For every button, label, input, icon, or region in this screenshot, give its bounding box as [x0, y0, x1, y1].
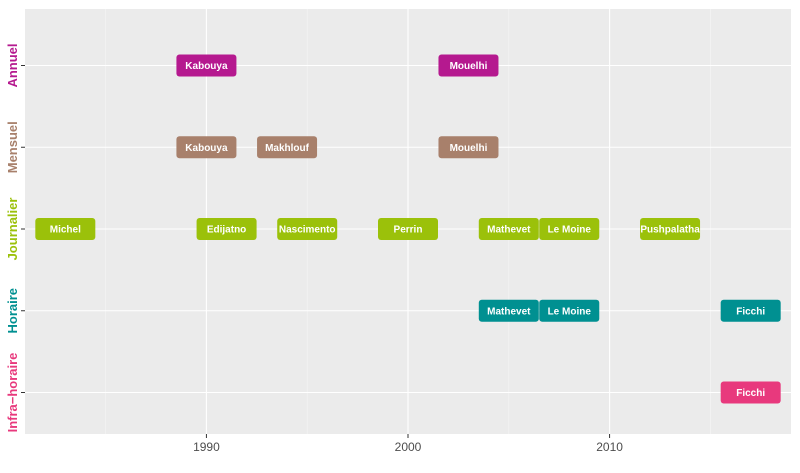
point-label-box: [378, 218, 438, 240]
point-label-text: Ficchi: [736, 306, 765, 317]
point-label: Nascimento: [277, 218, 338, 240]
point-label: Le Moine: [539, 218, 600, 240]
point-label-text: Pushpalatha: [640, 225, 700, 236]
point-label-text: Perrin: [394, 225, 423, 236]
point-label-text: Ficchi: [736, 388, 765, 399]
point-label-box: [539, 299, 600, 322]
point-label-box: [720, 381, 781, 404]
point-label: Ficchi: [720, 299, 781, 322]
point-label: Mouelhi: [438, 54, 499, 77]
point-label: Mathevet: [478, 218, 539, 240]
point-label-box: [438, 136, 499, 159]
point-label-box: [438, 54, 499, 77]
x-tick-label: 2010: [596, 440, 623, 454]
point-label-text: Mathevet: [487, 225, 531, 236]
point-label-text: Kabouya: [185, 143, 228, 154]
point-label: Mathevet: [478, 299, 539, 322]
point-label-box: [640, 218, 701, 240]
point-label-text: Nascimento: [279, 225, 336, 236]
point-label-text: Edijatno: [207, 225, 246, 236]
point-label-box: [196, 218, 257, 240]
point-label-box: [176, 136, 237, 159]
y-tick-label: Infra−horaire: [5, 353, 20, 433]
point-label: Kabouya: [176, 136, 237, 159]
point-label: Mouelhi: [438, 136, 499, 159]
y-tick-label: Mensuel: [5, 121, 20, 173]
point-label-box: [257, 136, 318, 159]
y-tick-label: Horaire: [5, 288, 20, 334]
point-label: Kabouya: [176, 54, 237, 77]
point-label-text: Le Moine: [548, 306, 592, 317]
point-label: Ficchi: [720, 381, 781, 404]
point-label-text: Kabouya: [185, 61, 228, 72]
point-label-box: [176, 54, 237, 77]
point-label-text: Mouelhi: [450, 61, 488, 72]
point-label-box: [35, 218, 96, 240]
point-label-text: Michel: [50, 225, 81, 236]
point-label: Michel: [35, 218, 96, 240]
point-label-text: Makhlouf: [265, 143, 310, 154]
point-label-text: Mathevet: [487, 306, 531, 317]
x-tick-label: 1990: [193, 440, 220, 454]
point-label-box: [277, 218, 338, 240]
point-label: Makhlouf: [257, 136, 318, 159]
point-label: Le Moine: [539, 299, 600, 322]
point-label: Edijatno: [196, 218, 257, 240]
point-label-box: [478, 218, 539, 240]
y-tick-label: Journalier: [5, 198, 20, 261]
point-label: Pushpalatha: [640, 218, 700, 240]
x-tick-label: 2000: [395, 440, 422, 454]
point-label-box: [478, 299, 539, 322]
point-label-text: Le Moine: [548, 225, 592, 236]
point-label: Perrin: [378, 218, 438, 240]
point-label-box: [720, 299, 781, 322]
point-label-box: [539, 218, 600, 240]
y-tick-label: Annuel: [5, 43, 20, 87]
point-label-text: Mouelhi: [450, 143, 488, 154]
